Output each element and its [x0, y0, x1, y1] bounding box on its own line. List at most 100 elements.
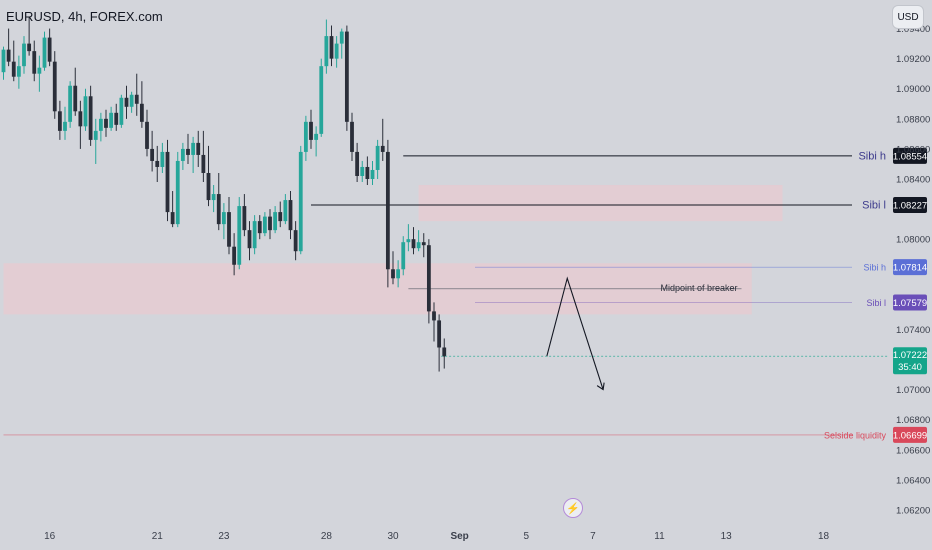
candle-body	[350, 121, 354, 152]
candle-body	[155, 160, 160, 167]
y-tick-label: 1.06200	[896, 505, 930, 516]
chart-title: EURUSD, 4h, FOREX.com	[6, 9, 163, 24]
candle-body	[416, 242, 421, 249]
candle-body	[206, 172, 211, 201]
candle-body	[370, 169, 375, 180]
candle-body	[6, 49, 11, 62]
candle-body	[160, 151, 165, 167]
x-tick-label: 18	[818, 531, 830, 542]
candle-body	[170, 212, 175, 225]
candle-body	[47, 37, 52, 62]
x-tick-label: 30	[387, 531, 399, 542]
level-label: Sibi l	[866, 298, 886, 308]
candle-body	[221, 212, 226, 225]
candle-body	[314, 133, 319, 140]
candle-body	[1, 49, 6, 73]
y-tick-label: 1.06800	[896, 415, 930, 426]
price-tag-label: 1.08227	[893, 201, 927, 212]
x-tick-label: 16	[44, 531, 56, 542]
candle-body	[437, 320, 442, 348]
candle-body	[303, 121, 308, 152]
lightning-icon[interactable]: ⚡	[563, 498, 583, 518]
candle-body	[73, 85, 78, 112]
y-tick-label: 1.09000	[896, 84, 930, 95]
candle-body	[257, 221, 262, 234]
countdown-label: 35:40	[898, 362, 922, 373]
candle-body	[293, 230, 298, 252]
y-tick-label: 1.07400	[896, 325, 930, 336]
candle-body	[93, 130, 98, 140]
candle-body	[288, 200, 293, 231]
candle-body	[196, 142, 201, 155]
x-tick-label: Sep	[450, 531, 468, 542]
candle-body	[421, 242, 426, 246]
y-tick-label: 1.09200	[896, 54, 930, 65]
currency-button[interactable]: USD	[892, 5, 924, 29]
y-tick-label: 1.06600	[896, 445, 930, 456]
candle-body	[68, 85, 73, 122]
candle-body	[191, 142, 196, 155]
candle-body	[37, 67, 42, 74]
candle-body	[268, 216, 272, 231]
candle-body	[129, 94, 134, 107]
price-tag-label: 1.08554	[893, 151, 927, 162]
candle-body	[114, 112, 119, 125]
projection-path	[546, 276, 604, 390]
y-tick-label: 1.08600	[896, 144, 930, 155]
candle-body	[309, 121, 313, 140]
x-tick-label: 23	[218, 531, 230, 542]
candle-body	[98, 118, 103, 131]
price-tag	[893, 197, 927, 214]
candle-body	[432, 311, 436, 321]
x-tick-label: 21	[152, 531, 164, 542]
candle-body	[329, 36, 334, 59]
candle-body	[227, 212, 231, 247]
candle-body	[83, 96, 88, 127]
y-tick-label: 1.07000	[896, 385, 930, 396]
candle-body	[262, 216, 267, 234]
candle-body	[63, 121, 67, 131]
candle-body	[360, 166, 365, 176]
candle-body	[385, 151, 390, 270]
candle-body	[232, 246, 237, 265]
candle-body	[334, 43, 339, 59]
level-label: Sibi h	[858, 150, 886, 162]
y-tick-label: 1.08000	[896, 235, 930, 246]
candle-body	[426, 245, 431, 312]
candle-body	[22, 43, 26, 67]
candle-body	[186, 148, 190, 155]
y-tick-label: 1.09400	[896, 24, 930, 35]
candle-body	[242, 206, 247, 231]
candle-body	[32, 51, 37, 74]
candle-body	[401, 242, 406, 270]
candle-body	[175, 160, 180, 225]
candle-body	[355, 151, 360, 176]
candle-body	[104, 118, 108, 128]
candle-body	[211, 194, 216, 201]
candle-body	[391, 269, 395, 279]
candle-body	[119, 97, 124, 125]
candle-body	[375, 145, 380, 170]
y-tick-label: 1.08400	[896, 175, 930, 186]
price-tag	[893, 294, 927, 311]
current-price-tag	[893, 347, 927, 375]
projection-arrowhead	[596, 382, 605, 391]
candle-body	[150, 148, 155, 161]
current-price-label: 1.07222	[893, 350, 927, 361]
level-label: Sibi h	[863, 263, 886, 273]
level-label: Selside liquidity	[824, 430, 887, 440]
y-tick-label: 1.08800	[896, 114, 930, 125]
candle-body	[57, 111, 62, 131]
price-tag-label: 1.07579	[893, 298, 927, 309]
x-tick-label: 28	[321, 531, 333, 542]
candle-body	[283, 200, 288, 222]
candle-body	[88, 96, 93, 140]
price-tag	[893, 147, 927, 164]
x-tick-label: 7	[590, 531, 596, 542]
price-tag-label: 1.06699	[893, 430, 927, 441]
price-tag-label: 1.07814	[893, 263, 927, 274]
candle-body	[145, 121, 149, 149]
x-tick-label: 13	[721, 531, 733, 542]
candle-body	[52, 61, 57, 112]
